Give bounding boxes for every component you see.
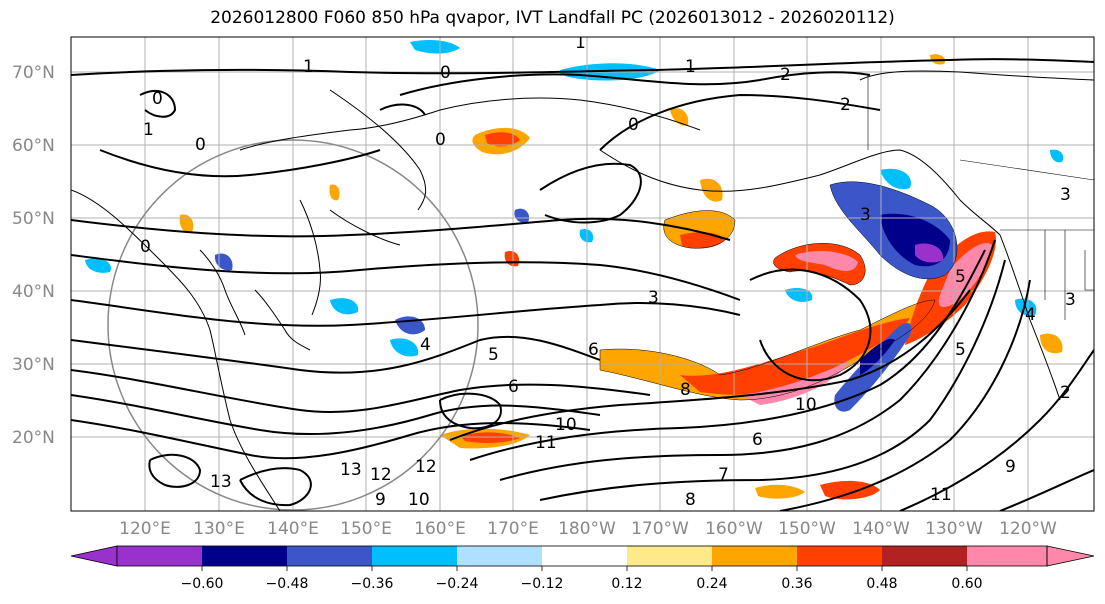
contour-label: 9 (1005, 457, 1016, 477)
contour-label: 0 (140, 237, 151, 257)
colorbar-tick-label: −0.24 (436, 576, 479, 592)
colorbar-bin (712, 546, 797, 566)
contour-label: 4 (420, 335, 431, 355)
contour-label: 11 (535, 433, 557, 453)
contour-label: 3 (648, 288, 659, 308)
lon-label: 170°W (631, 519, 689, 539)
contour-label: 2 (780, 65, 791, 85)
colorbar-tick-label: 0.48 (866, 576, 897, 592)
contour-label: 12 (415, 457, 437, 477)
contour-label: 5 (955, 267, 966, 287)
contour-label: 5 (955, 340, 966, 360)
map-content: 1 1 2 2 0 0 1 1 0 0 0 0 3 3 3 4 5 5 6 6 … (71, 33, 1094, 511)
contour-label: 1 (575, 33, 586, 53)
map-title: 2026012800 F060 850 hPa qvapor, IVT Land… (210, 8, 895, 28)
contour-labels: 1 1 2 2 0 0 1 1 0 0 0 0 3 3 3 4 5 5 6 6 … (140, 33, 1076, 510)
contour-label: 6 (508, 377, 519, 397)
contour-label: 2 (1060, 383, 1071, 403)
contour-label: 0 (195, 135, 206, 155)
contour-label: 1 (143, 120, 154, 140)
contour-label: 8 (685, 490, 696, 510)
latitude-labels: 70°N 60°N 50°N 40°N 30°N 20°N (12, 63, 55, 448)
colorbar-tick-labels: −0.60 −0.48 −0.36 −0.24 −0.12 0.12 0.24 … (181, 576, 983, 592)
region-circle (107, 139, 479, 511)
contour-label: 4 (1025, 305, 1036, 325)
lat-label: 50°N (12, 209, 55, 229)
lon-label: 150°E (340, 519, 392, 539)
colorbar: −0.60 −0.48 −0.36 −0.24 −0.12 0.12 0.24 … (70, 545, 1095, 592)
lon-label: 180°W (558, 519, 616, 539)
colorbar-tick-label: −0.60 (181, 576, 224, 592)
colorbar-bin (967, 546, 1047, 566)
contour-label: 13 (340, 460, 362, 480)
lat-label: 70°N (12, 63, 55, 83)
lat-label: 40°N (12, 282, 55, 302)
coastlines (71, 70, 1094, 511)
contour-label: 10 (555, 415, 577, 435)
lon-label: 140°W (852, 519, 910, 539)
contour-label: 3 (1060, 185, 1071, 205)
contour-label: 13 (210, 472, 232, 492)
contour-label: 6 (752, 430, 763, 450)
colorbar-tick-label: 0.60 (951, 576, 982, 592)
political-borders (867, 75, 1094, 320)
lon-label: 120°E (119, 519, 171, 539)
colorbar-tick-label: 0.24 (696, 576, 727, 592)
contour-label: 0 (152, 89, 163, 109)
colorbar-frame (116, 545, 1048, 567)
colorbar-tick-label: −0.48 (266, 576, 309, 592)
colorbar-tick-label: 0.12 (611, 576, 642, 592)
lon-label: 160°E (414, 519, 466, 539)
colorbar-lower-extension (70, 545, 118, 567)
contour-label: 10 (795, 395, 817, 415)
contour-label: 5 (488, 345, 499, 365)
lon-label: 170°E (487, 519, 539, 539)
contour-label: 0 (440, 63, 451, 83)
contour-label: 11 (930, 485, 952, 505)
contour-label: 1 (685, 57, 696, 77)
contour-label: 7 (718, 465, 729, 485)
colorbar-bin (287, 546, 372, 566)
contour-label: 3 (860, 205, 871, 225)
colorbar-bin (542, 546, 627, 566)
colorbar-bin (797, 546, 882, 566)
lon-label: 140°E (267, 519, 319, 539)
longitude-labels: 120°E 130°E 140°E 150°E 160°E 170°E 180°… (119, 519, 1057, 539)
colorbar-upper-extension (1046, 545, 1095, 567)
colorbar-bin (117, 546, 202, 566)
contour-label: 9 (375, 490, 386, 510)
colorbar-tick-label: 0.36 (781, 576, 812, 592)
colorbar-bin (202, 546, 287, 566)
contour-label: 10 (408, 490, 430, 510)
colorbar-ticks (201, 566, 968, 571)
lon-label: 160°W (705, 519, 763, 539)
contour-label: 3 (1065, 290, 1076, 310)
contour-label: 0 (435, 130, 446, 150)
contour-label: 1 (303, 57, 314, 77)
contour-label: 0 (628, 115, 639, 135)
colorbar-tick-label: −0.12 (521, 576, 564, 592)
anomaly-outlines (599, 181, 958, 401)
lon-label: 130°E (193, 519, 245, 539)
colorbar-bin (882, 546, 967, 566)
lat-label: 20°N (12, 428, 55, 448)
contour-label: 8 (680, 380, 691, 400)
contour-label: 6 (588, 340, 599, 360)
lat-label: 60°N (12, 136, 55, 156)
contour-label: 2 (840, 95, 851, 115)
map-frame (70, 36, 1095, 512)
colorbar-bin (457, 546, 542, 566)
lat-label: 30°N (12, 355, 55, 375)
lon-label: 130°W (925, 519, 983, 539)
colorbar-bin (372, 546, 457, 566)
lon-label: 150°W (778, 519, 836, 539)
ivt-contours (71, 58, 1094, 511)
lon-label: 120°W (999, 519, 1057, 539)
colorbar-tick-label: −0.36 (351, 576, 394, 592)
colorbar-bin (627, 546, 712, 566)
contour-label: 12 (370, 465, 392, 485)
